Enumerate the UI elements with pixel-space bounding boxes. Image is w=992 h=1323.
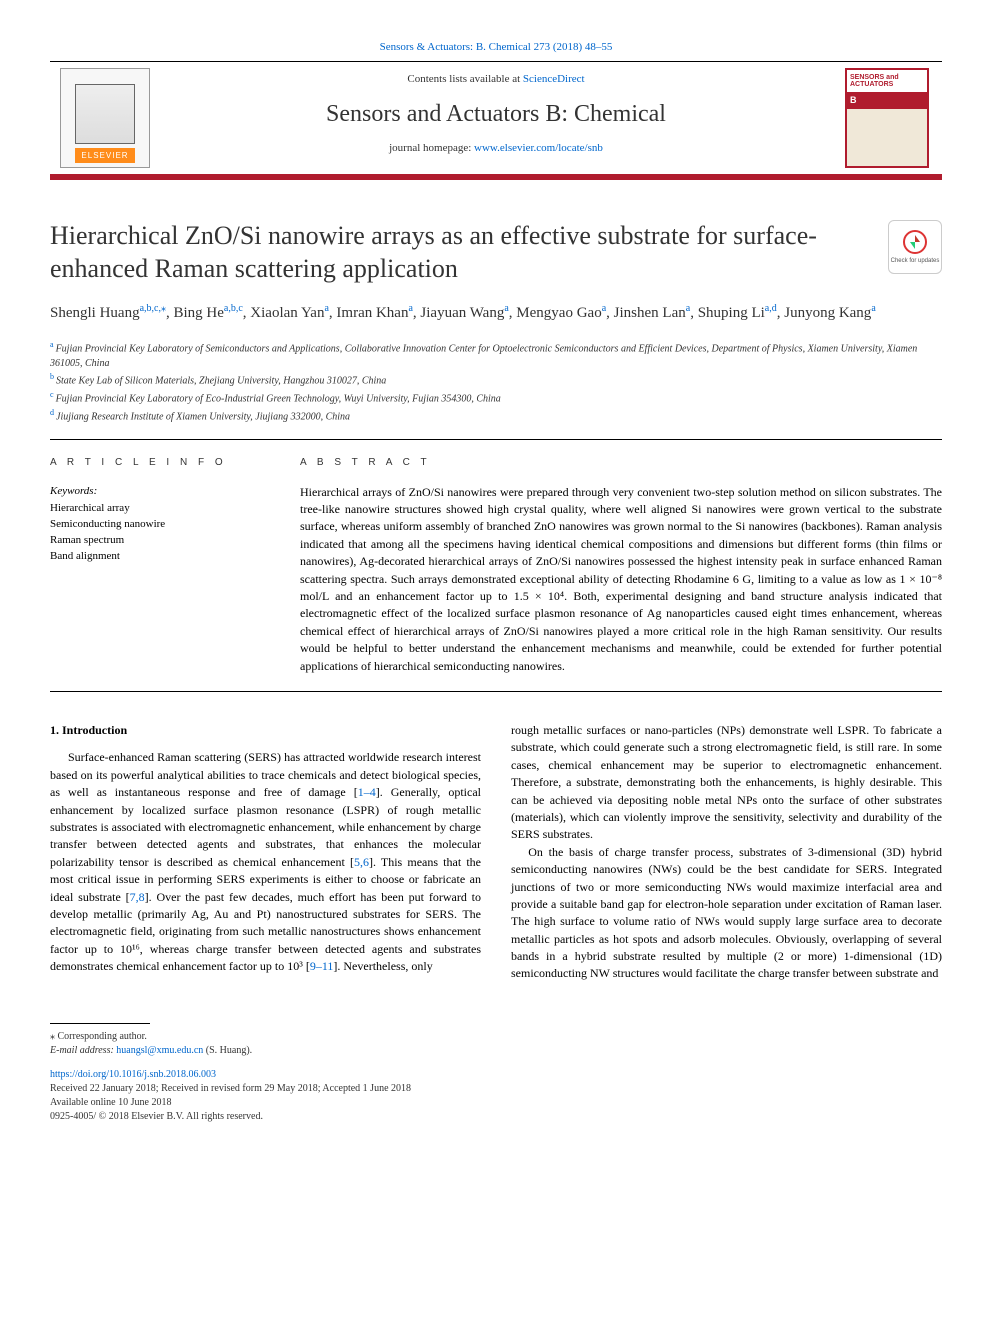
affiliation-item: cFujian Provincial Key Laboratory of Eco… (50, 389, 942, 407)
footnote-separator (50, 1023, 150, 1024)
journal-title: Sensors and Actuators B: Chemical (168, 98, 824, 132)
title-row: Hierarchical ZnO/Si nanowire arrays as a… (50, 220, 942, 285)
email-label: E-mail address: (50, 1045, 116, 1056)
authors: Shengli Huanga,b,c,⁎, Bing Hea,b,c, Xiao… (50, 301, 942, 325)
keyword-item: Band alignment (50, 549, 260, 565)
copyright-line: 0925-4005/ © 2018 Elsevier B.V. All righ… (50, 1110, 942, 1124)
body-columns: 1. Introduction Surface-enhanced Raman s… (50, 722, 942, 983)
affiliation-item: aFujian Provincial Key Laboratory of Sem… (50, 339, 942, 371)
cover-brand: B (847, 92, 927, 109)
col2-paragraph: rough metallic surfaces or nano-particle… (511, 722, 942, 983)
article-title: Hierarchical ZnO/Si nanowire arrays as a… (50, 220, 868, 285)
journal-reference[interactable]: Sensors & Actuators: B. Chemical 273 (20… (50, 40, 942, 55)
elsevier-label: ELSEVIER (75, 148, 134, 163)
keyword-item: Semiconducting nanowire (50, 517, 260, 533)
article-history: Received 22 January 2018; Received in re… (50, 1082, 942, 1096)
corresponding-author-note: ⁎ Corresponding author. E-mail address: … (50, 1030, 942, 1058)
col1-paragraph: Surface-enhanced Raman scattering (SERS)… (50, 749, 481, 975)
cover-body (847, 109, 927, 166)
abstract-head: A B S T R A C T (300, 456, 942, 470)
abstract-text: Hierarchical arrays of ZnO/Si nanowires … (300, 484, 942, 675)
doi-link[interactable]: https://doi.org/10.1016/j.snb.2018.06.00… (50, 1068, 942, 1082)
cover-title-line1: SENSORS and ACTUATORS (847, 70, 927, 92)
info-abstract-block: A R T I C L E I N F O Keywords: Hierarch… (50, 440, 942, 691)
corr-label: ⁎ Corresponding author. (50, 1031, 147, 1042)
accent-bar (50, 174, 942, 180)
keywords-list: Hierarchical arraySemiconducting nanowir… (50, 501, 260, 565)
keywords-label: Keywords: (50, 484, 260, 499)
journal-cover[interactable]: SENSORS and ACTUATORS B (845, 68, 929, 168)
check-updates-icon (902, 229, 928, 255)
column-right: rough metallic surfaces or nano-particle… (511, 722, 942, 983)
article-info-head: A R T I C L E I N F O (50, 456, 260, 470)
available-online: Available online 10 June 2018 (50, 1096, 942, 1110)
keyword-item: Hierarchical array (50, 501, 260, 517)
keyword-item: Raman spectrum (50, 533, 260, 549)
check-for-updates-badge[interactable]: Check for updates (888, 220, 942, 274)
publisher-logo-slot: ELSEVIER (50, 62, 160, 174)
affiliation-item: dJiujiang Research Institute of Xiamen U… (50, 407, 942, 425)
corr-email[interactable]: huangsl@xmu.edu.cn (116, 1045, 203, 1056)
journal-cover-slot: SENSORS and ACTUATORS B (832, 62, 942, 174)
abstract-block: A B S T R A C T Hierarchical arrays of Z… (300, 456, 942, 675)
affiliations: aFujian Provincial Key Laboratory of Sem… (50, 339, 942, 425)
homepage-prefix: journal homepage: (389, 142, 474, 154)
masthead-center: Contents lists available at ScienceDirec… (160, 62, 832, 174)
contents-line: Contents lists available at ScienceDirec… (168, 72, 824, 87)
homepage-line: journal homepage: www.elsevier.com/locat… (168, 141, 824, 156)
check-updates-label: Check for updates (891, 257, 940, 265)
journal-masthead: ELSEVIER Contents lists available at Sci… (50, 61, 942, 174)
article-info: A R T I C L E I N F O Keywords: Hierarch… (50, 456, 260, 675)
affiliation-item: bState Key Lab of Silicon Materials, Zhe… (50, 371, 942, 389)
elsevier-logo[interactable]: ELSEVIER (60, 68, 150, 168)
sciencedirect-link[interactable]: ScienceDirect (523, 73, 585, 85)
column-left: 1. Introduction Surface-enhanced Raman s… (50, 722, 481, 983)
section-1-title: 1. Introduction (50, 722, 481, 739)
elsevier-tree-icon (75, 84, 135, 144)
contents-prefix: Contents lists available at (407, 73, 522, 85)
email-who: (S. Huang). (203, 1045, 252, 1056)
homepage-link[interactable]: www.elsevier.com/locate/snb (474, 142, 603, 154)
rule-bottom (50, 691, 942, 692)
